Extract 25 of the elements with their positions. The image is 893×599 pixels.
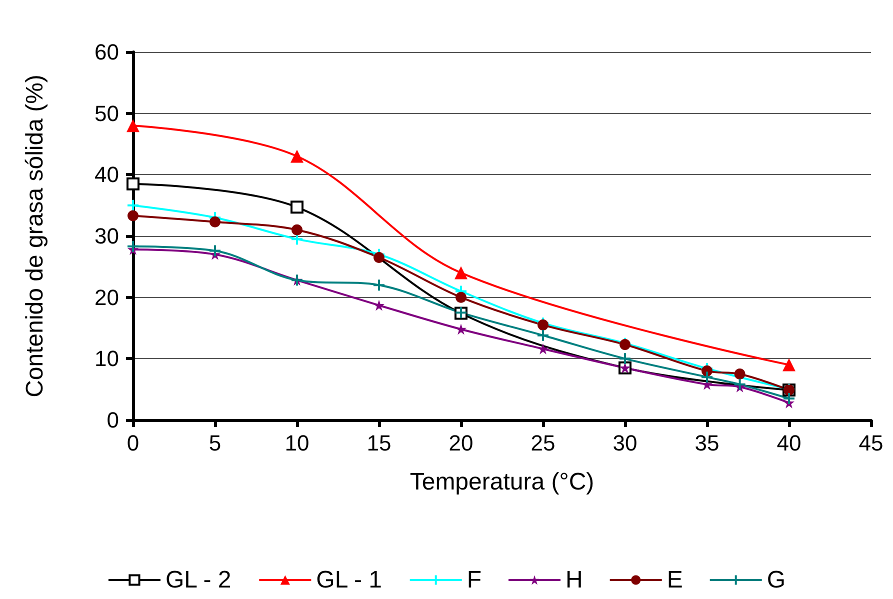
y-tick-label: 30 xyxy=(94,224,119,248)
y-tick-label: 50 xyxy=(94,100,119,126)
legend-label: GL - 1 xyxy=(316,566,382,594)
y-axis-title: Contenido de grasa sólida (%) xyxy=(22,74,48,398)
x-tick-label: 25 xyxy=(530,430,556,456)
legend-label: E xyxy=(666,566,683,594)
x-tick-label: 30 xyxy=(612,430,638,456)
x-axis-title: Temperatura (°C) xyxy=(410,468,594,496)
y-tick-label: 10 xyxy=(94,346,119,372)
x-tick-label: 10 xyxy=(284,430,310,456)
x-tick-label: 45 xyxy=(858,430,884,456)
legend-label: F xyxy=(466,566,482,594)
legend-label: G xyxy=(766,566,786,594)
y-tick-label: 40 xyxy=(94,162,119,188)
x-tick-label: 15 xyxy=(366,430,392,456)
x-tick-label: 0 xyxy=(126,430,140,456)
x-tick-label: 35 xyxy=(694,430,720,456)
y-tick-label: 20 xyxy=(94,284,119,310)
y-tick-label: 60 xyxy=(94,40,119,64)
legend-label: H xyxy=(566,566,583,594)
x-tick-label: 20 xyxy=(448,430,474,456)
x-tick-label: 40 xyxy=(776,430,802,456)
legend-label: GL - 2 xyxy=(165,566,232,594)
y-tick-label: 0 xyxy=(106,408,119,432)
x-tick-label: 5 xyxy=(208,430,222,456)
